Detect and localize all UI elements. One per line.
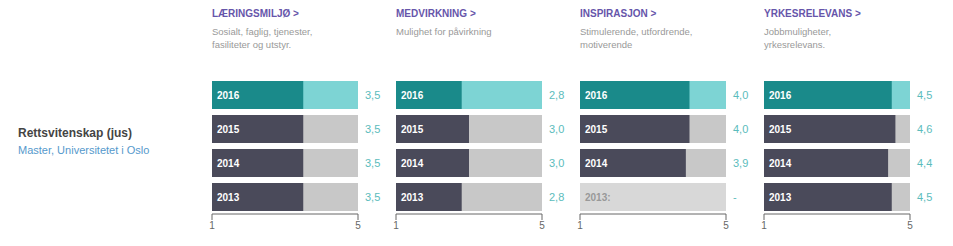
svg-text:5: 5 bbox=[355, 220, 361, 231]
svg-text:1: 1 bbox=[577, 220, 583, 231]
svg-text:5: 5 bbox=[907, 220, 913, 231]
svg-text:2014: 2014 bbox=[217, 158, 240, 169]
svg-text:2,8: 2,8 bbox=[549, 191, 564, 203]
svg-text:3,9: 3,9 bbox=[733, 157, 748, 169]
svg-text:3,5: 3,5 bbox=[365, 191, 380, 203]
svg-text:2013: 2013 bbox=[401, 192, 424, 203]
svg-text:2014: 2014 bbox=[401, 158, 424, 169]
html-text:yrkesrelevans.: yrkesrelevans. bbox=[764, 39, 826, 50]
svg-text:2016: 2016 bbox=[217, 90, 240, 101]
html-text:LÆRINGSMILJØ >: LÆRINGSMILJØ > bbox=[212, 8, 299, 19]
html-text:Rettsvitenskap (jus): Rettsvitenskap (jus) bbox=[18, 126, 132, 140]
svg-text:4,0: 4,0 bbox=[733, 89, 748, 101]
svg-text:2015: 2015 bbox=[217, 124, 240, 135]
svg-text:3,0: 3,0 bbox=[549, 123, 564, 135]
html-text:Sosialt, faglig, tjenester,: Sosialt, faglig, tjenester, bbox=[212, 26, 313, 37]
svg-text:2,8: 2,8 bbox=[549, 89, 564, 101]
svg-text:-: - bbox=[733, 191, 737, 203]
svg-text:4,0: 4,0 bbox=[733, 123, 748, 135]
html-text:INSPIRASJON >: INSPIRASJON > bbox=[580, 8, 657, 19]
svg-text:5: 5 bbox=[723, 220, 729, 231]
html-text:Stimulerende, utfordrende,: Stimulerende, utfordrende, bbox=[580, 26, 693, 37]
html-text:Jobbmuligheter,: Jobbmuligheter, bbox=[764, 26, 832, 37]
html-text:motiverende: motiverende bbox=[580, 39, 633, 50]
svg-text:2016: 2016 bbox=[585, 90, 608, 101]
svg-text:2015: 2015 bbox=[401, 124, 424, 135]
html-text:fasiliteter og utstyr.: fasiliteter og utstyr. bbox=[212, 39, 292, 50]
svg-text:1: 1 bbox=[393, 220, 399, 231]
svg-text:2016: 2016 bbox=[769, 90, 792, 101]
svg-text:1: 1 bbox=[209, 220, 215, 231]
svg-text:4,5: 4,5 bbox=[917, 89, 932, 101]
html-text:Mulighet for påvirkning: Mulighet for påvirkning bbox=[396, 26, 492, 37]
svg-text:2016: 2016 bbox=[401, 90, 424, 101]
svg-text:2014: 2014 bbox=[769, 158, 792, 169]
svg-text:3,5: 3,5 bbox=[365, 89, 380, 101]
svg-text:3,5: 3,5 bbox=[365, 123, 380, 135]
svg-text:4,6: 4,6 bbox=[917, 123, 932, 135]
svg-text:1: 1 bbox=[761, 220, 767, 231]
svg-text:2015: 2015 bbox=[585, 124, 608, 135]
svg-text:3,5: 3,5 bbox=[365, 157, 380, 169]
svg-text:2013: 2013 bbox=[769, 192, 792, 203]
svg-text:2014: 2014 bbox=[585, 158, 608, 169]
html-text:Master, Universitetet i Oslo: Master, Universitetet i Oslo bbox=[18, 144, 150, 156]
svg-text:2015: 2015 bbox=[769, 124, 792, 135]
svg-text:4,4: 4,4 bbox=[917, 157, 932, 169]
svg-text:2013:: 2013: bbox=[585, 192, 611, 203]
svg-text:3,0: 3,0 bbox=[549, 157, 564, 169]
html-text:YRKESRELEVANS >: YRKESRELEVANS > bbox=[764, 8, 861, 19]
svg-text:4,5: 4,5 bbox=[917, 191, 932, 203]
html-text:MEDVIRKNING >: MEDVIRKNING > bbox=[396, 8, 476, 19]
svg-text:5: 5 bbox=[539, 220, 545, 231]
svg-text:2013: 2013 bbox=[217, 192, 240, 203]
